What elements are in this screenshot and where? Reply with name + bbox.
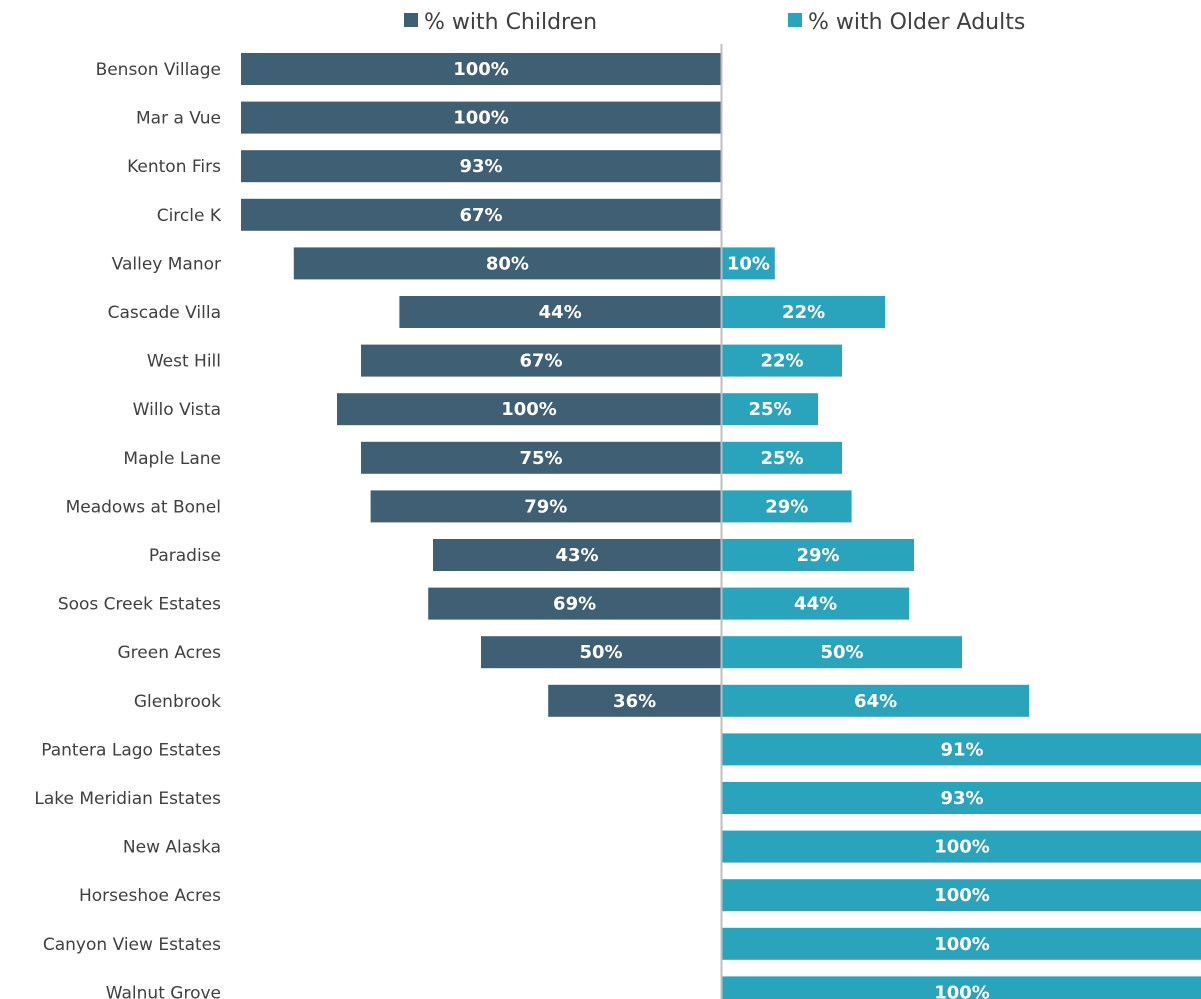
legend-label-older-adults: % with Older Adults [808,10,1025,35]
bar-older-adults-valley-manor [722,247,775,280]
category-label-willo-vista: Willo Vista [133,400,221,420]
category-label-green-acres: Green Acres [118,643,222,663]
bar-children-west-hill [361,344,721,377]
bar-label-children-benson-village: 100% [453,59,509,80]
bar-older-adults-canyon-view-estates [722,927,1201,960]
category-label-canyon-view-estates: Canyon View Estates [43,935,221,955]
bar-label-children-paradise: 43% [555,545,598,566]
bar-label-children-kenton-firs: 93% [459,156,502,177]
category-labels-group: Benson Village Mar a Vue Kenton Firs Circle… [34,60,221,999]
bar-label-children-cascade-villa: 44% [539,302,582,323]
bar-children-cascade-villa [399,296,721,328]
bar-label-older-adults-horseshoe-acres: 100% [934,885,990,906]
bar-label-older-adults-paradise: 29% [796,545,839,566]
bar-older-adults-new-alaska [722,830,1201,863]
bar-older-adults-soos-creek-estates [722,587,910,620]
bar-label-older-adults-glenbrook: 64% [854,691,897,712]
bar-label-older-adults-valley-manor: 10% [727,253,770,274]
category-label-new-alaska: New Alaska [123,838,221,858]
bar-children-meadows-at-bonel [370,490,721,523]
category-label-mar-a-vue: Mar a Vue [136,109,221,129]
bar-label-children-mar-a-vue: 100% [453,108,509,129]
bar-older-adults-willo-vista [722,393,818,426]
bar-label-older-adults-green-acres: 50% [820,642,863,663]
bar-older-adults-lake-meridian-estates [722,782,1201,814]
bar-older-adults-pantera-lago-estates [722,733,1201,766]
category-label-glenbrook: Glenbrook [134,692,221,712]
bar-older-adults-meadows-at-bonel [722,490,852,523]
bar-label-children-west-hill: 67% [519,351,562,372]
category-label-cascade-villa: Cascade Villa [108,303,221,323]
bar-children-maple-lane [361,441,721,474]
bars-group: 100% 100% 93% 67% 80% 10% 44% 22% 67% 22% 100% 25% 7… [241,53,1201,999]
category-label-circle-k: Circle K [157,206,222,226]
bar-children-mar-a-vue [241,101,721,134]
category-label-kenton-firs: Kenton Firs [127,157,221,177]
bar-older-adults-maple-lane [722,441,842,474]
bar-older-adults-glenbrook [722,684,1030,717]
bar-older-adults-horseshoe-acres [722,879,1201,912]
bar-children-circle-k [241,198,721,231]
bar-label-children-maple-lane: 75% [519,448,562,469]
bar-label-older-adults-new-alaska: 100% [934,837,990,858]
category-label-walnut-grove: Walnut Grove [106,983,221,999]
bar-label-children-willo-vista: 100% [501,399,557,420]
bar-label-children-meadows-at-bonel: 79% [524,496,567,517]
bar-label-children-soos-creek-estates: 69% [553,594,596,615]
bar-label-older-adults-pantera-lago-estates: 91% [940,739,983,760]
bar-label-older-adults-willo-vista: 25% [748,399,791,420]
category-label-horseshoe-acres: Horseshoe Acres [79,886,221,906]
bar-label-older-adults-west-hill: 22% [760,351,803,372]
category-label-pantera-lago-estates: Pantera Lago Estates [41,740,221,760]
category-label-paradise: Paradise [149,546,221,566]
category-label-benson-village: Benson Village [96,60,221,80]
bar-older-adults-west-hill [722,344,842,377]
bar-label-older-adults-canyon-view-estates: 100% [934,934,990,955]
bar-children-willo-vista [337,393,721,426]
bar-label-children-glenbrook: 36% [613,691,656,712]
category-label-west-hill: West Hill [147,352,221,372]
legend-swatch-children [404,13,418,27]
bar-label-older-adults-maple-lane: 25% [760,448,803,469]
bar-older-adults-green-acres [722,636,962,669]
bar-children-paradise [433,539,721,571]
category-label-maple-lane: Maple Lane [123,449,221,469]
bar-children-valley-manor [293,247,721,280]
bar-older-adults-cascade-villa [722,296,886,328]
bar-children-kenton-firs [241,150,721,183]
bar-label-older-adults-lake-meridian-estates: 93% [940,788,983,809]
bar-label-older-adults-meadows-at-bonel: 29% [765,496,808,517]
bar-label-children-valley-manor: 80% [486,253,529,274]
bar-children-soos-creek-estates [428,587,721,620]
legend-label-children: % with Children [424,10,597,35]
bar-label-children-circle-k: 67% [459,205,502,226]
bar-label-older-adults-walnut-grove: 100% [934,982,990,999]
bar-children-benson-village [241,53,721,85]
bar-children-glenbrook [548,684,721,717]
bar-label-older-adults-soos-creek-estates: 44% [794,594,837,615]
category-label-meadows-at-bonel: Meadows at Bonel [66,497,221,517]
bar-label-older-adults-cascade-villa: 22% [782,302,825,323]
chart-legend: % with Children % with Older Adults [404,10,1025,35]
bar-older-adults-walnut-grove [722,976,1201,999]
category-label-soos-creek-estates: Soos Creek Estates [58,595,221,615]
category-label-valley-manor: Valley Manor [112,254,221,274]
bar-older-adults-paradise [722,539,914,571]
legend-swatch-older-adults [788,13,802,27]
bar-label-children-green-acres: 50% [579,642,622,663]
bar-children-green-acres [481,636,721,669]
category-label-lake-meridian-estates: Lake Meridian Estates [34,789,221,809]
